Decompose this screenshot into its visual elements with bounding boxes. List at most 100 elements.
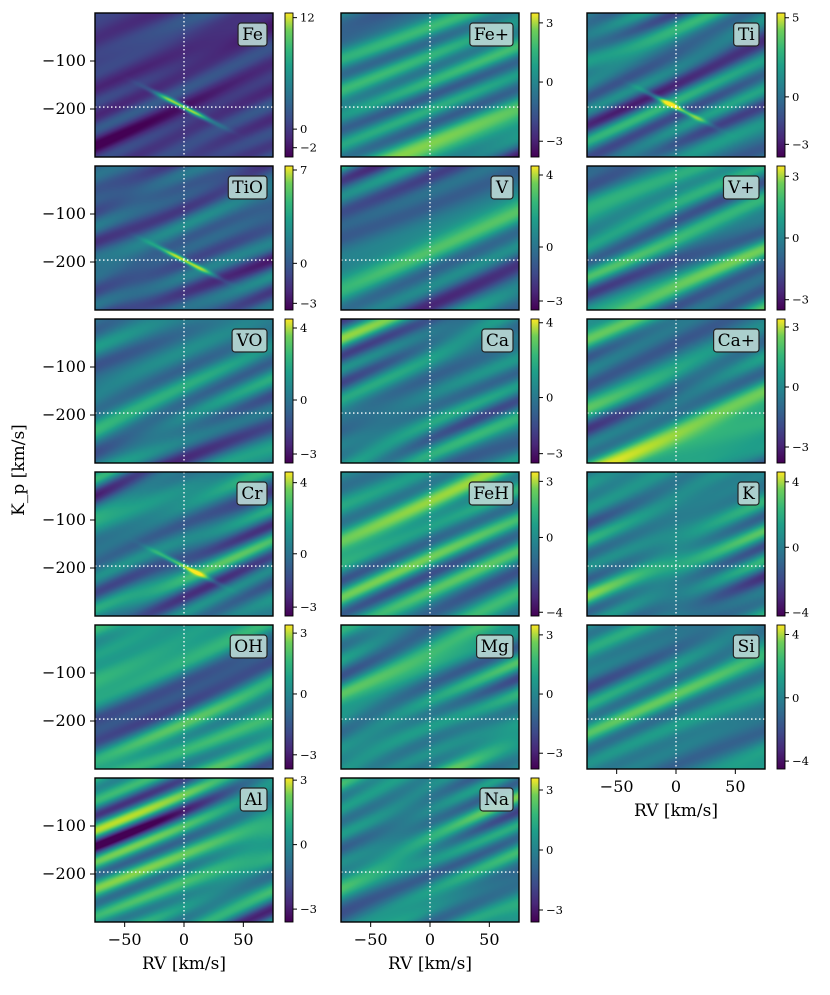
colorbar: 5 0 −3	[776, 11, 809, 158]
panel-vo: VO 4 0 −3 −100 −200	[42, 318, 317, 464]
colorbar-gradient	[530, 12, 540, 158]
colorbar: 3 0 −3	[776, 165, 809, 311]
panel-al: Al 3 0 −3 −100 −200 −50 0 50 RV [km/s]	[42, 773, 317, 974]
panel-frame	[340, 624, 520, 770]
colorbar: 4 0 −4	[776, 624, 809, 770]
colorbar: 4 0 −4	[776, 471, 809, 620]
x-tick-label: 50	[233, 930, 253, 949]
panel-fe: Fe 12 0 −2 −100 −200	[42, 11, 317, 158]
colorbar-gradient	[284, 471, 294, 617]
colorbar: 3 0 −4	[530, 471, 563, 619]
x-tick-label: −50	[108, 930, 142, 949]
species-label-box	[236, 481, 268, 506]
species-label-box	[732, 634, 760, 659]
panel-feh: FeH 3 0 −4	[340, 471, 563, 619]
y-axis-title: K_p [km/s]	[9, 424, 29, 516]
x-tick-label: 50	[725, 777, 745, 796]
y-tick-label: −200	[42, 99, 86, 118]
colorbar: 3 0 −3	[284, 773, 317, 923]
panel-tio: TiO 7 0 −3 −100 −200	[42, 163, 317, 311]
colorbar-tick-label: 0	[300, 838, 307, 852]
species-label-box	[713, 328, 760, 353]
colorbar-tick-label: −3	[792, 440, 809, 454]
species-label: FeH	[473, 484, 509, 504]
panel-frame	[94, 318, 274, 464]
panel-frame	[340, 12, 520, 158]
species-label: VO	[236, 331, 263, 351]
colorbar-gradient	[284, 12, 294, 158]
colorbar-tick-label: 4	[792, 475, 799, 489]
colorbar-gradient	[776, 318, 786, 464]
y-tick-label: −200	[42, 558, 86, 577]
y-tick-label: −200	[42, 711, 86, 730]
panel-frame	[586, 12, 766, 158]
colorbar-tick-label: −3	[300, 600, 317, 614]
species-label: V	[495, 178, 509, 198]
x-tick-label: 0	[425, 930, 435, 949]
y-tick-label: −100	[42, 663, 86, 682]
y-tick-label: −200	[42, 405, 86, 424]
species-label-box	[475, 634, 514, 659]
colorbar-tick-label: 0	[546, 687, 553, 701]
y-tick-label: −100	[42, 204, 86, 223]
y-tick-label: −100	[42, 510, 86, 529]
colorbar: 4 0 −3	[530, 316, 563, 464]
species-label: Si	[738, 637, 756, 657]
species-label: Ca+	[718, 331, 755, 351]
colorbar: 12 0 −2	[284, 11, 317, 158]
colorbar-gradient	[530, 624, 540, 770]
species-label-box	[490, 175, 514, 200]
colorbar-gradient	[530, 318, 540, 464]
colorbar-tick-label: 0	[792, 691, 799, 705]
colorbar: 7 0 −3	[284, 163, 317, 311]
colorbar-gradient	[284, 318, 294, 464]
colorbar-tick-label: 0	[300, 256, 307, 270]
panel-ti: Ti 5 0 −3	[586, 11, 809, 158]
panel-frame	[586, 318, 766, 464]
species-label-box	[227, 175, 268, 200]
colorbar: 3 0 −3	[776, 318, 809, 464]
species-label: Cr	[241, 484, 263, 504]
colorbar: 4 0 −3	[284, 318, 317, 464]
panel-k: K 4 0 −4	[586, 471, 809, 620]
colorbar: 3 0 −3	[530, 12, 563, 158]
species-label-box	[468, 481, 514, 506]
colorbar-tick-label: 3	[546, 474, 553, 488]
colorbar-tick-label: −3	[300, 447, 317, 461]
colorbar-tick-label: 7	[300, 163, 307, 177]
colorbar: 4 0 −3	[284, 471, 317, 617]
colorbar-tick-label: −3	[546, 294, 563, 308]
colorbar-tick-label: 5	[792, 11, 799, 25]
colorbar-tick-label: −3	[546, 447, 563, 461]
species-label-box	[237, 22, 268, 47]
colorbar-tick-label: −3	[546, 134, 563, 148]
colorbar-tick-label: 0	[792, 540, 799, 554]
panel-frame	[94, 471, 274, 617]
species-label-box	[239, 787, 268, 812]
colorbar-gradient	[776, 12, 786, 158]
colorbar-tick-label: 3	[792, 320, 799, 334]
panel-frame	[586, 471, 766, 617]
colorbar-tick-label: −3	[792, 137, 809, 151]
x-tick-label: 0	[671, 777, 681, 796]
x-axis-title: RV [km/s]	[142, 954, 226, 974]
x-tick-label: 0	[179, 930, 189, 949]
species-label-box	[229, 634, 268, 659]
species-label: Ti	[738, 25, 755, 45]
colorbar-tick-label: 0	[546, 240, 553, 254]
species-label-box	[737, 481, 760, 506]
colorbar-tick-label: 4	[300, 476, 307, 490]
y-tick-label: −200	[42, 864, 86, 883]
x-axis-title: RV [km/s]	[634, 801, 718, 821]
panel-frame	[340, 471, 520, 617]
colorbar-tick-label: −3	[546, 746, 563, 760]
panel-frame	[94, 165, 274, 311]
x-tick-label: −50	[354, 930, 388, 949]
panel-v-plus: V+ 3 0 −3	[586, 165, 809, 311]
colorbar-gradient	[284, 165, 294, 311]
panel-frame	[340, 165, 520, 311]
colorbar-tick-label: 0	[546, 391, 553, 405]
panel-si: Si 4 0 −4 −50 0 50 RV [km/s]	[586, 624, 809, 821]
colorbar-gradient	[776, 624, 786, 770]
species-label: K	[742, 484, 755, 504]
